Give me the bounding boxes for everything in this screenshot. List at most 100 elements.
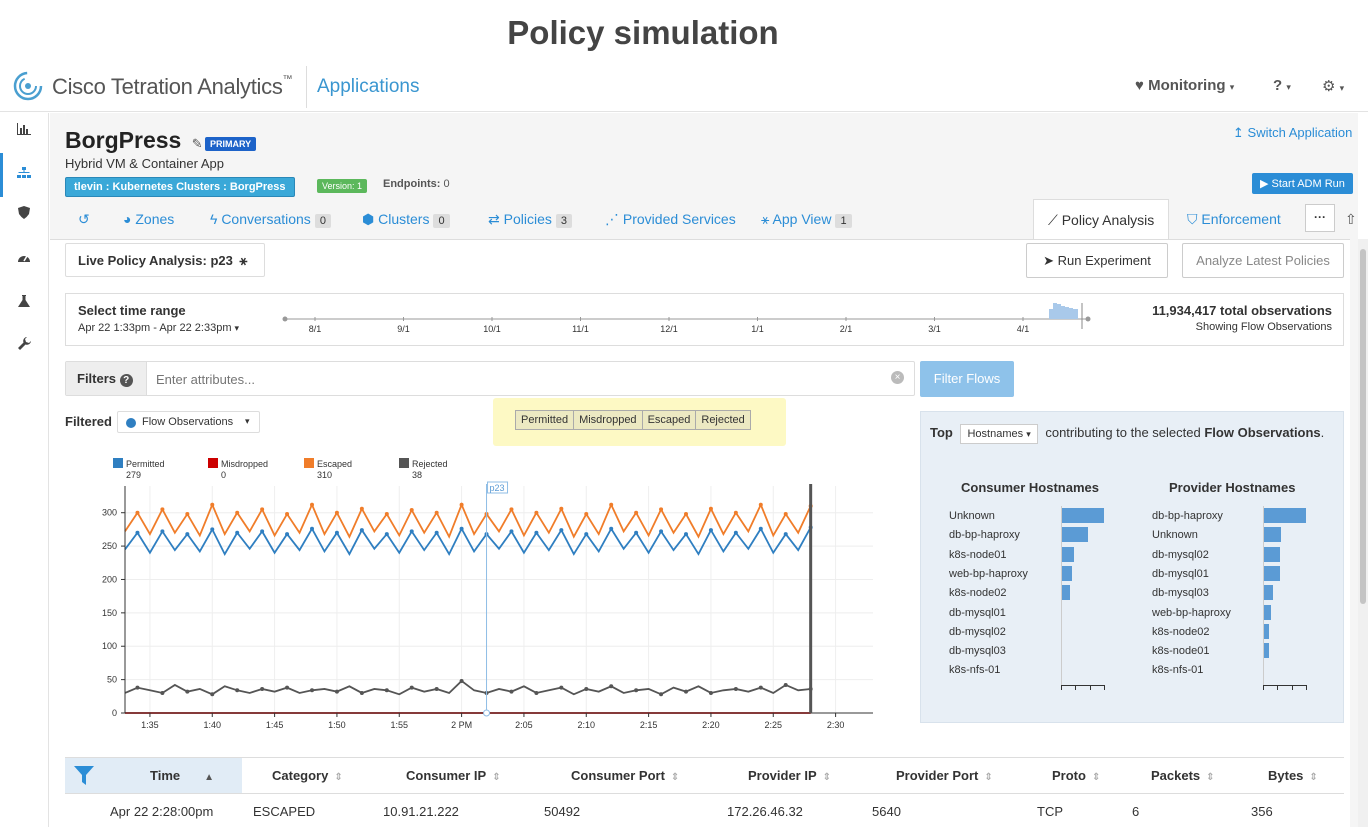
x-tick-label: 2 PM <box>451 720 472 730</box>
observations-dropdown[interactable]: Flow Observations ▾ <box>117 411 260 433</box>
flask-icon[interactable] <box>14 294 34 314</box>
toggle-rejected[interactable]: Rejected <box>701 414 745 426</box>
legend-label-escaped[interactable]: Escaped <box>317 459 352 469</box>
x-tick-label: 1:40 <box>204 720 222 730</box>
applications-icon[interactable] <box>14 165 34 185</box>
tab-clusters[interactable]: ⬢ Clusters 0 <box>362 211 450 228</box>
help-circle-icon[interactable]: ? <box>119 374 133 387</box>
cell-bytes: 356 <box>1251 804 1273 819</box>
col-time[interactable]: Time ▲ <box>150 768 215 783</box>
run-experiment-button[interactable]: ➤ Run Experiment <box>1026 243 1168 278</box>
timeline-tick-label: 12/1 <box>660 324 678 334</box>
scrollbar[interactable] <box>1358 239 1368 827</box>
tab-zones[interactable]: ◕ Zones <box>123 211 175 227</box>
hostname-bar-baseline <box>1263 685 1307 686</box>
scope-badge[interactable]: tlevin : Kubernetes Clusters : BorgPress <box>65 177 295 197</box>
tab-app-view[interactable]: ⚹ App View 1 <box>761 211 852 228</box>
cubes-icon: ⬢ <box>362 211 375 227</box>
more-options-button[interactable]: ··· <box>1305 204 1335 232</box>
data-point-permitted <box>783 532 788 537</box>
data-point-rejected <box>684 689 688 694</box>
hostnames-dropdown[interactable]: Hostnames ▾ <box>960 424 1038 444</box>
tab-policy-analysis[interactable]: ⟋ Policy Analysis <box>1033 199 1169 240</box>
help-menu[interactable]: ? ▾ <box>1273 77 1291 94</box>
tab-history[interactable]: ↺ <box>78 211 90 228</box>
primary-badge: PRIMARY <box>205 137 257 151</box>
col-proto[interactable]: Proto ⇕ <box>1052 768 1101 783</box>
col-packets[interactable]: Packets ⇕ <box>1151 768 1215 783</box>
wrench-icon[interactable] <box>14 336 34 356</box>
x-tick-label: 2:30 <box>827 720 845 730</box>
col-consumer-ip[interactable]: Consumer IP ⇕ <box>406 768 501 783</box>
switch-application-link[interactable]: ↥ Switch Application <box>1233 125 1353 140</box>
col-provider-ip[interactable]: Provider IP ⇕ <box>748 768 832 783</box>
clear-icon[interactable]: × <box>891 371 904 384</box>
bolt-icon: ϟ <box>210 211 218 227</box>
data-point-rejected <box>559 685 564 690</box>
version-badge[interactable]: Version: 1 <box>317 179 368 193</box>
brand-name[interactable]: Cisco Tetration Analytics™ <box>52 74 293 99</box>
policy-marker-handle[interactable] <box>483 709 491 717</box>
start-adm-run-button[interactable]: ▶ Start ADM Run <box>1252 173 1353 194</box>
tab-enforcement[interactable]: ⛉ Enforcement <box>1187 211 1281 227</box>
cell-proto: TCP <box>1037 804 1063 819</box>
dashboard-icon[interactable] <box>14 121 34 141</box>
legend-count-rejected: 38 <box>412 470 422 480</box>
data-point-escaped <box>185 512 190 517</box>
timeline-tick-label: 2/1 <box>840 324 853 334</box>
toggle-escaped[interactable]: Escaped <box>643 411 697 429</box>
toggle-permitted[interactable]: Permitted <box>516 411 575 429</box>
main-panel: BorgPress ✎ PRIMARY Hybrid VM & Containe… <box>50 113 1358 827</box>
app-name: BorgPress ✎ <box>65 127 203 153</box>
filter-attributes-input[interactable] <box>156 368 876 390</box>
flow-observations-chart[interactable]: Permitted279Misdropped0Escaped310Rejecte… <box>65 448 895 738</box>
time-range-dropdown[interactable]: Apr 22 1:33pm - Apr 22 2:33pm ▾ <box>78 322 240 334</box>
filter-funnel-icon[interactable] <box>65 758 102 793</box>
tab-conversations[interactable]: ϟ Conversations 0 <box>210 211 331 228</box>
timeline-slider[interactable]: 8/1 9/1 10/1 11/1 12/1 1/1 2/1 3/1 4/1 <box>276 299 1096 343</box>
hostname-label: k8s-node01 <box>949 548 1007 561</box>
data-point-permitted <box>758 526 763 531</box>
hostname-label: web-bp-haproxy <box>949 567 1028 580</box>
collapse-up-icon[interactable]: ⇧ <box>1345 211 1357 227</box>
legend-label-misdropped[interactable]: Misdropped <box>221 459 268 469</box>
hostname-label: db-mysql03 <box>949 645 1006 658</box>
live-policy-analysis-selector[interactable]: Live Policy Analysis: p23 ⚹ <box>65 243 265 277</box>
col-provider-port[interactable]: Provider Port ⇕ <box>896 768 993 783</box>
col-consumer-port[interactable]: Consumer Port ⇕ <box>571 768 680 783</box>
col-bytes[interactable]: Bytes ⇕ <box>1268 768 1318 783</box>
filters-label: Filters ? <box>66 362 147 395</box>
play-icon: ▶ <box>1260 178 1269 190</box>
analyze-latest-policies-button[interactable]: Analyze Latest Policies <box>1182 243 1344 278</box>
filter-flows-button[interactable]: Filter Flows <box>920 361 1014 397</box>
timeline-tick-label: 1/1 <box>751 324 764 334</box>
scrollbar-thumb[interactable] <box>1360 249 1366 604</box>
monitoring-menu[interactable]: ♥ Monitoring ▾ <box>1135 77 1235 94</box>
toggle-misdropped[interactable]: Misdropped <box>574 411 643 429</box>
speedometer-icon[interactable] <box>14 250 34 270</box>
hostname-bar-tick <box>1277 685 1278 690</box>
top-bar: Cisco Tetration Analytics™ Applications … <box>0 62 1368 112</box>
data-point-rejected <box>160 690 165 695</box>
shield-icon[interactable] <box>14 205 34 225</box>
legend-count-permitted: 279 <box>126 470 141 480</box>
total-observations: 11,934,417 total observations <box>1152 303 1332 318</box>
data-point-rejected <box>285 685 290 690</box>
data-point-escaped <box>210 502 215 507</box>
legend-label-rejected[interactable]: Rejected <box>412 459 448 469</box>
data-point-escaped <box>559 506 564 511</box>
tab-policies[interactable]: ⇄ Policies 3 <box>488 211 572 228</box>
settings-menu[interactable]: ⚙ ▾ <box>1322 77 1344 95</box>
col-category[interactable]: Category ⇕ <box>272 768 343 783</box>
hostname-bar <box>1061 527 1088 543</box>
hostname-bar <box>1061 565 1072 581</box>
hostname-bar <box>1263 604 1271 620</box>
edit-icon[interactable]: ✎ <box>191 136 203 151</box>
section-title[interactable]: Applications <box>317 76 420 97</box>
legend-label-permitted[interactable]: Permitted <box>126 459 165 469</box>
timeline-start-handle <box>282 316 288 322</box>
data-point-escaped <box>160 507 165 512</box>
tab-provided-services[interactable]: ⋰ Provided Services <box>605 211 736 227</box>
hostname-bar-tick <box>1263 685 1264 690</box>
data-point-escaped <box>260 507 265 512</box>
